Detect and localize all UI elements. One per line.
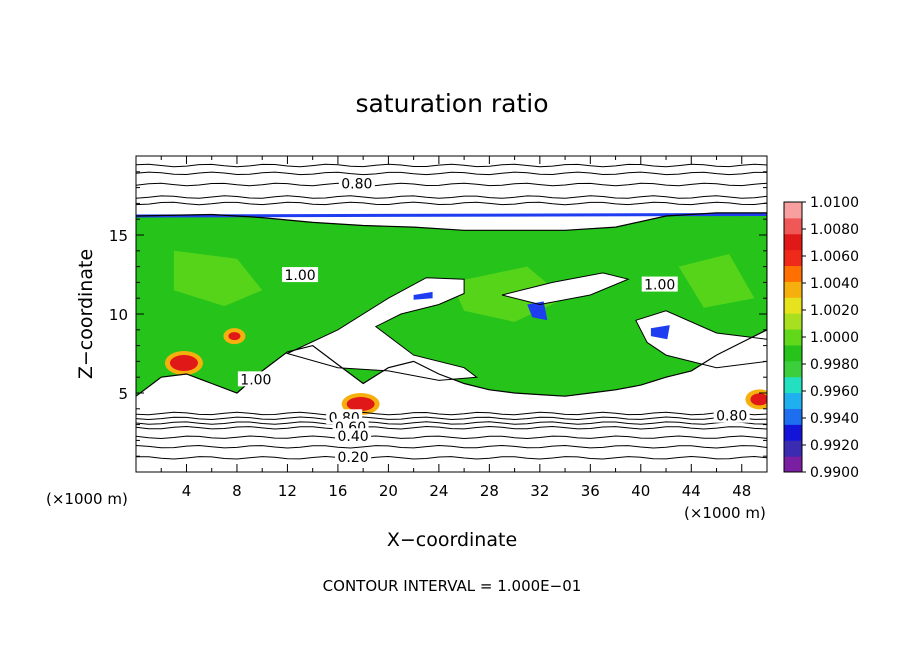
contour-label-bg [335, 448, 372, 464]
contour-label-bg [338, 175, 375, 191]
contour-line [136, 444, 767, 449]
contour-label: 0.20 [337, 450, 368, 466]
contour-line [136, 195, 767, 199]
supersaturation-core [750, 393, 767, 406]
x-tick-label: 8 [232, 482, 242, 500]
colorbar-segment [784, 249, 802, 267]
contour-label-bg [335, 428, 372, 444]
contour-label: 1.00 [240, 372, 271, 388]
subsaturated-channel [287, 277, 477, 381]
contour-label-bg [713, 407, 750, 423]
x-tick-label: 44 [682, 482, 701, 500]
supersaturation-core [169, 354, 198, 371]
contour-line [136, 435, 767, 440]
colorbar-label: 0.9900 [810, 465, 859, 481]
contour-line [136, 411, 767, 416]
x-tick-label: 12 [278, 482, 297, 500]
colorbar-segment [784, 376, 802, 394]
subsaturated-edge [650, 325, 670, 340]
contour-labels: 0.801.001.001.000.800.600.400.200.80 [237, 175, 750, 466]
colorbar-segment [784, 313, 802, 330]
subsaturated-channel [502, 272, 629, 305]
contour-line-1-00 [635, 310, 767, 369]
colorbar-segment [784, 440, 802, 457]
x-axis-label: X−coordinate [387, 529, 517, 551]
colorbar-segment [784, 344, 802, 362]
y-tick-label: 10 [109, 306, 128, 324]
colorbar-label: 0.9940 [810, 411, 859, 427]
contour-label-bg [237, 371, 274, 387]
supersaturation-core [228, 332, 241, 341]
x-axis-ticks: 4 8 12 16 20 24 28 32 36 40 44 48 [160, 156, 751, 500]
colorbar-segment [784, 281, 802, 298]
x-tick-label: 20 [379, 482, 398, 500]
colorbar-label: 1.0060 [810, 249, 859, 265]
colorbar-segment [784, 424, 802, 441]
subsaturated-edge [413, 291, 433, 300]
colorbar-segment [784, 217, 802, 235]
contour-line-1-00 [285, 277, 479, 381]
contour-line [136, 201, 767, 206]
y-tick-label: 15 [109, 227, 128, 245]
saturation-field [136, 212, 767, 416]
contour-line [136, 171, 767, 176]
colorbar-segment [784, 392, 802, 409]
y-tick-label: 5 [118, 385, 128, 403]
colorbar-segment [784, 233, 802, 251]
colorbar-label: 1.0080 [810, 222, 859, 238]
colorbar-segment [784, 360, 802, 378]
x-unit-left: (×1000 m) [46, 490, 128, 508]
colorbar-segment [784, 297, 802, 314]
x-tick-label: 48 [732, 482, 751, 500]
slight-supersaturation-patch [678, 254, 755, 308]
colorbar-label: 1.0020 [810, 303, 859, 319]
contour-line [136, 425, 767, 430]
supersaturation-core [346, 397, 375, 412]
contour-label: 0.80 [716, 409, 747, 425]
x-tick-label: 4 [182, 482, 192, 500]
colorbar-segment [784, 202, 802, 219]
subsaturated-edge [527, 301, 548, 321]
x-tick-label: 28 [480, 482, 499, 500]
colorbar: 1.0100 1.0080 1.0060 1.0040 1.0020 1.0000 0.99… [783, 195, 859, 481]
contour-label: 1.00 [644, 278, 675, 294]
contour-lines [136, 163, 767, 460]
contour-label: 0.40 [337, 429, 368, 445]
colorbar-label: 0.9960 [810, 384, 859, 400]
colorbar-segment [784, 329, 802, 346]
contour-line [136, 455, 767, 460]
x-tick-label: 24 [429, 482, 448, 500]
contour-line [136, 416, 767, 421]
slight-supersaturation-patch [173, 250, 263, 307]
colorbar-segment [784, 456, 802, 473]
colorbar-label: 1.0000 [810, 330, 859, 346]
colorbar-segment [784, 265, 802, 282]
contour-line [136, 421, 767, 425]
colorbar-label: 0.9920 [810, 438, 859, 454]
colorbar-segment [784, 408, 802, 425]
contour-label-bg [282, 267, 319, 283]
y-axis-label: Z−coordinate [75, 249, 97, 379]
contour-line [136, 163, 767, 168]
x-tick-label: 32 [530, 482, 549, 500]
contour-label-bg [641, 276, 678, 292]
colorbar-label: 0.9980 [810, 357, 859, 373]
x-tick-label: 36 [581, 482, 600, 500]
contour-label: 1.00 [284, 268, 315, 284]
subsaturated-channel [635, 310, 767, 368]
colorbar-label: 1.0040 [810, 276, 859, 292]
colorbar-label: 1.0100 [810, 195, 859, 211]
contour-line-1-00 [501, 272, 630, 306]
contour-line [136, 182, 767, 187]
chart-title: saturation ratio [355, 89, 548, 118]
x-tick-label: 40 [631, 482, 650, 500]
y-axis-ticks: 5 10 15 [109, 171, 767, 457]
contour-label: 0.80 [341, 176, 372, 192]
contour-interval-note: CONTOUR INTERVAL = 1.000E−01 [323, 577, 582, 595]
x-tick-label: 16 [328, 482, 347, 500]
saturated-region [136, 212, 767, 397]
x-unit-right: (×1000 m) [684, 504, 766, 522]
